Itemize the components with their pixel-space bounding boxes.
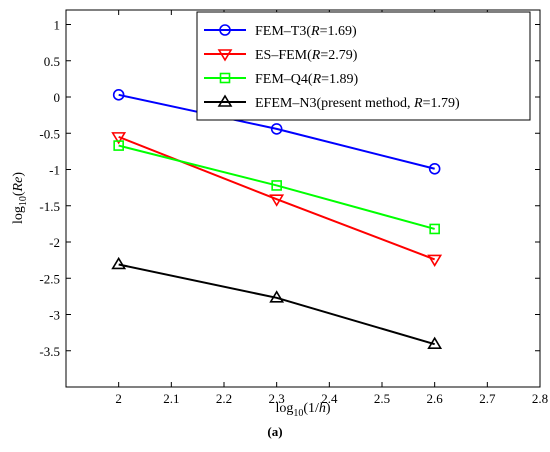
x-tick-label: 2.4 [321, 391, 338, 406]
y-tick-label: -2 [49, 235, 60, 250]
y-axis-label: log10(Re) [11, 172, 29, 224]
x-tick-label: 2.2 [216, 391, 232, 406]
x-tick-label: 2.8 [532, 391, 548, 406]
series-line [118, 144, 435, 230]
series-line [118, 263, 435, 346]
legend-label: EFEM–N3(present method, R=1.79) [255, 96, 460, 111]
x-axis-label: log10(1/h) [275, 401, 330, 419]
legend-entry: ES–FEM(R=2.79) [204, 48, 358, 63]
x-tick-label: 2.7 [479, 391, 496, 406]
y-axis-ticks: 1 0.5 0 -0.5 -1 -1.5 -2 -2.5 -3 -3.5 [39, 18, 540, 359]
series-1 [112, 89, 441, 175]
y-tick-label: -2.5 [39, 271, 60, 286]
data-point [270, 123, 283, 135]
series-3 [113, 140, 440, 235]
data-point [112, 89, 125, 101]
series-4 [111, 256, 443, 350]
legend-label: FEM–Q4(R=1.89) [255, 72, 359, 87]
x-tick-label: 2.5 [374, 391, 390, 406]
data-point [111, 132, 127, 145]
data-point [113, 140, 124, 151]
legend-marker [217, 49, 233, 62]
data-point [428, 162, 441, 175]
data-point [427, 336, 443, 350]
y-tick-label: 0 [54, 90, 61, 105]
legend-marker [219, 24, 231, 36]
y-tick-label: -3.5 [39, 344, 60, 359]
y-tick-label: -3 [49, 308, 60, 323]
y-tick-label: -1.5 [39, 199, 60, 214]
series-line [118, 93, 435, 170]
series-group [111, 89, 443, 350]
legend-marker [219, 72, 231, 84]
x-tick-label: 2.1 [163, 391, 179, 406]
data-point [269, 290, 285, 303]
legend-entry: EFEM–N3(present method, R=1.79) [204, 94, 460, 111]
legend-label: ES–FEM(R=2.79) [255, 48, 358, 63]
legend-entry: FEM–Q4(R=1.89) [204, 72, 359, 87]
y-tick-label: 0.5 [44, 54, 60, 69]
x-tick-label: 2 [115, 391, 122, 406]
y-tick-label: -1 [49, 163, 60, 178]
x-tick-label: 2.3 [269, 391, 285, 406]
legend: FEM–T3(R=1.69) ES–FEM(R=2.79) FEM–Q4(R=1.8… [196, 11, 531, 121]
y-tick-label: 1 [54, 18, 61, 33]
legend-marker [217, 94, 233, 107]
data-point [271, 180, 282, 191]
x-tick-label: 2.6 [427, 391, 444, 406]
legend-label: FEM–T3(R=1.69) [255, 24, 357, 39]
data-point [269, 194, 285, 207]
data-point [111, 256, 127, 270]
series-2 [111, 132, 443, 267]
data-point [429, 223, 440, 235]
figure-caption: (a) [267, 424, 283, 439]
series-line [118, 135, 436, 261]
data-point [427, 254, 443, 267]
y-tick-label: -0.5 [39, 126, 60, 141]
legend-entry: FEM–T3(R=1.69) [204, 24, 357, 39]
legend-box [196, 11, 531, 121]
